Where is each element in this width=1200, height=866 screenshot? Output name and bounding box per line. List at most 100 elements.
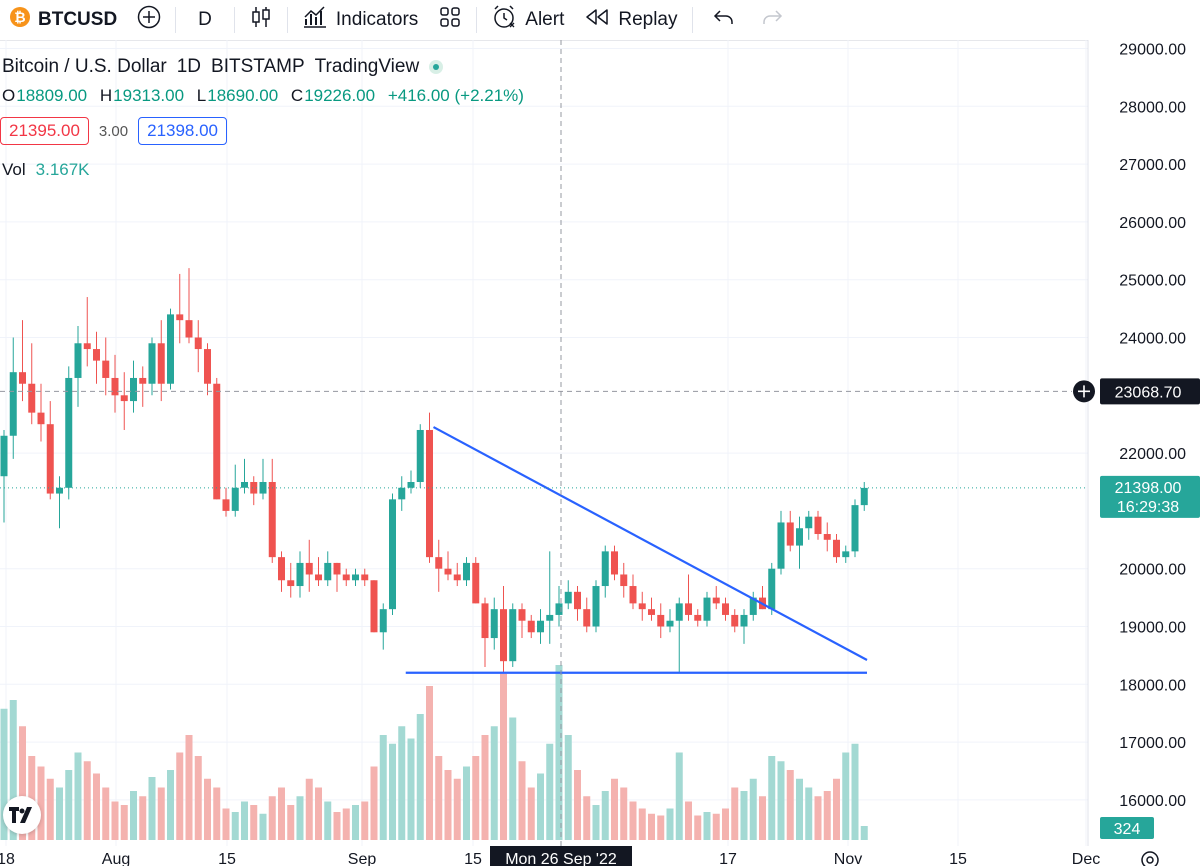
- low-value: 18690.00: [207, 86, 279, 105]
- candle-body: [333, 562, 341, 575]
- volume-bar: [509, 717, 517, 840]
- candle-body: [675, 603, 683, 621]
- symbol-legend: Bitcoin / U.S. Dollar 1D BITSTAMP Tradin…: [2, 56, 444, 78]
- volume-bar: [490, 726, 498, 840]
- symbol-search[interactable]: ₿ BTCUSD: [0, 0, 127, 40]
- open-value: 18809.00: [16, 86, 88, 105]
- indicators-button[interactable]: Indicators: [292, 0, 428, 40]
- volume-bar: [842, 752, 850, 840]
- x-tick-label: 15: [949, 851, 967, 866]
- candle-body: [0, 435, 8, 477]
- replay-button[interactable]: Replay: [574, 0, 687, 40]
- candle-body: [28, 383, 36, 413]
- volume-bar: [685, 801, 692, 840]
- candle-body: [509, 609, 517, 662]
- alert-button[interactable]: Alert: [481, 0, 574, 40]
- compare-symbol-button[interactable]: [127, 0, 171, 40]
- grid-layout-icon: [438, 5, 462, 35]
- candle-body: [814, 516, 822, 535]
- crosshair-price-label: 23068.70: [1073, 378, 1200, 405]
- y-tick-label: 25000.00: [1119, 273, 1186, 290]
- settings-gear-icon[interactable]: [1141, 851, 1159, 866]
- candle-body: [518, 609, 526, 621]
- candle-body: [527, 620, 535, 633]
- volume-bar: [305, 778, 313, 840]
- redo-button[interactable]: [751, 0, 793, 40]
- candle-body: [268, 482, 276, 558]
- volume-bar: [324, 801, 332, 840]
- volume-bar: [546, 743, 554, 840]
- candle-body: [749, 597, 757, 615]
- candle-body: [435, 557, 443, 569]
- candle-body: [74, 343, 82, 378]
- volume-bar: [361, 801, 369, 840]
- crosshair: [0, 40, 1072, 846]
- volume-bar: [574, 770, 581, 840]
- volume-bar: [157, 787, 165, 840]
- svg-text:₿: ₿: [14, 10, 25, 26]
- grid: [0, 40, 1088, 846]
- candle-body: [139, 377, 147, 384]
- buy-button[interactable]: 21398.00: [138, 117, 228, 145]
- low-label: L: [196, 86, 207, 105]
- candle-body: [407, 482, 415, 488]
- time-axis[interactable]: 18 Aug 15 Sep 15 17 Nov 15 Dec Mon 26 Sep '22: [0, 846, 1200, 866]
- candle-body: [111, 377, 119, 396]
- candle-body: [361, 574, 369, 581]
- volume-bar: [9, 700, 17, 840]
- chart-type-button[interactable]: [239, 0, 283, 40]
- candle-body: [370, 580, 378, 633]
- y-tick-label: 22000.00: [1119, 446, 1186, 463]
- volume-bar: [389, 743, 396, 840]
- candle-body: [120, 395, 128, 402]
- candle-body: [472, 562, 480, 604]
- market-status-icon[interactable]: [429, 60, 444, 74]
- candle-body: [564, 591, 572, 604]
- candle-body: [213, 383, 221, 500]
- volume-label: Vol: [2, 160, 26, 179]
- candle-body: [259, 482, 267, 494]
- sell-button[interactable]: 21395.00: [0, 117, 89, 145]
- y-tick-label: 18000.00: [1119, 677, 1186, 694]
- volume-bar: [463, 766, 470, 840]
- candle-body: [287, 580, 295, 587]
- price-axis[interactable]: 29000.00 28000.00 27000.00 26000.00 25000.00…: [1073, 40, 1200, 866]
- candle-body: [102, 360, 110, 378]
- candle-body: [130, 377, 137, 402]
- indicators-icon: [302, 5, 328, 35]
- volume-bar: [675, 752, 683, 840]
- volume-bar: [703, 812, 711, 840]
- volume-bar: [0, 708, 8, 840]
- volume-bar: [259, 813, 267, 840]
- candle-body: [638, 603, 646, 610]
- volume-bar: [194, 756, 202, 840]
- volume-legend: Vol 3.167K: [2, 160, 90, 180]
- candle-body: [305, 562, 313, 575]
- tradingview-logo-icon[interactable]: [3, 796, 41, 834]
- undo-button[interactable]: [697, 0, 751, 40]
- interval-label: D: [198, 9, 212, 30]
- interval-button[interactable]: D: [180, 0, 230, 40]
- candle-body: [666, 620, 674, 627]
- volume-bar: [527, 787, 535, 840]
- trendlines[interactable]: [405, 426, 868, 674]
- volume-bar: [185, 735, 193, 840]
- volume-bar: [444, 770, 452, 840]
- candle-body: [722, 603, 729, 615]
- candle-body: [777, 522, 785, 569]
- candle-body: [842, 551, 850, 558]
- candle-body: [194, 337, 202, 350]
- candle-body: [463, 562, 470, 581]
- candle-body: [93, 349, 100, 361]
- trendline-descending: [432, 426, 868, 661]
- candle-body: [426, 429, 433, 558]
- candle-body: [416, 429, 424, 482]
- volume-bar: [204, 778, 211, 840]
- layouts-button[interactable]: [428, 0, 472, 40]
- price-chart[interactable]: 29000.00 28000.00 27000.00 26000.00 25000.00…: [0, 40, 1200, 866]
- legend-title: Bitcoin / U.S. Dollar: [2, 56, 167, 77]
- x-tick-label: Aug: [102, 851, 130, 866]
- volume-bar: [379, 735, 387, 840]
- candle-body: [453, 574, 461, 581]
- volume-bar: [19, 726, 26, 840]
